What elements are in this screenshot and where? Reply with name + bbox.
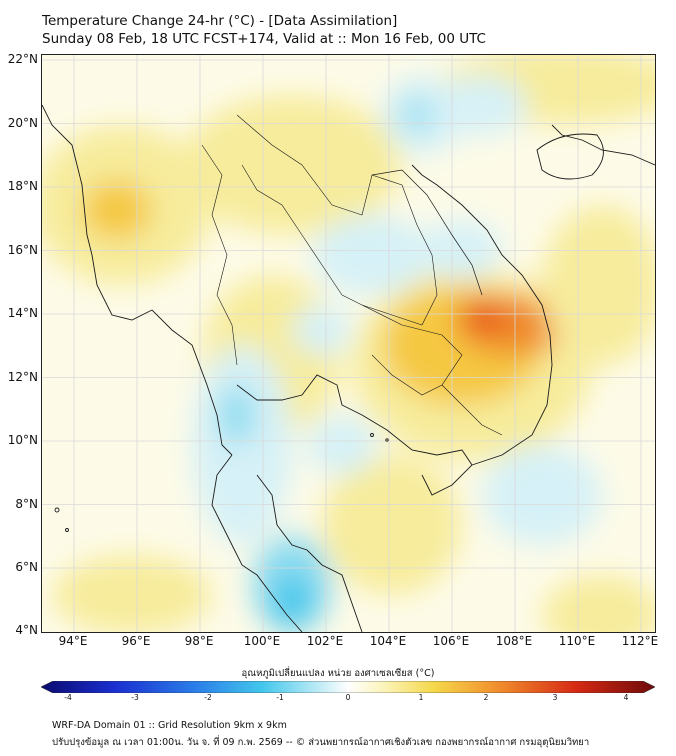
lon-tick: 98°E <box>184 634 214 648</box>
colorbar-tick: 3 <box>552 693 558 702</box>
lon-tick: 100°E <box>243 634 281 648</box>
chart-title: Temperature Change 24-hr (°C) - [Data As… <box>42 12 486 48</box>
title-line-1: Temperature Change 24-hr (°C) - [Data As… <box>42 13 398 29</box>
colorbar-tick: 4 <box>623 693 629 702</box>
lat-tick: 18°N <box>7 179 38 193</box>
footer-domain-info: WRF-DA Domain 01 :: Grid Resolution 9km … <box>52 720 287 731</box>
lon-tick: 104°E <box>369 634 407 648</box>
temperature-map[interactable] <box>41 54 656 633</box>
lon-tick: 102°E <box>306 634 344 648</box>
lon-tick: 108°E <box>495 634 533 648</box>
lat-tick: 4°N <box>15 623 38 637</box>
lon-tick: 112°E <box>621 634 659 648</box>
footer-credits: ปรับปรุงข้อมูล ณ เวลา 01:00น. วัน จ. ที่… <box>52 737 590 748</box>
colorbar-tick: -3 <box>131 693 139 702</box>
lon-tick: 106°E <box>432 634 470 648</box>
colorbar-tick: 0 <box>345 693 351 702</box>
title-line-2: Sunday 08 Feb, 18 UTC FCST+174, Valid at… <box>42 31 486 47</box>
lat-tick: 16°N <box>7 243 38 257</box>
colorbar <box>41 681 655 693</box>
map-canvas <box>42 55 655 632</box>
lat-tick: 6°N <box>15 560 38 574</box>
temperature-field <box>42 55 655 632</box>
colorbar-tick: -2 <box>204 693 212 702</box>
colorbar-label: อุณหภูมิเปลี่ยนแปลง หน่วย องศาเซลเซียส (… <box>241 668 435 679</box>
lat-tick: 14°N <box>7 306 38 320</box>
lat-tick: 10°N <box>7 433 38 447</box>
coastlines <box>42 104 655 632</box>
lat-tick: 12°N <box>7 370 38 384</box>
map-gridlines <box>42 55 655 632</box>
lat-tick: 20°N <box>7 116 38 130</box>
lon-tick: 96°E <box>121 634 151 648</box>
lon-tick: 94°E <box>58 634 88 648</box>
colorbar-tick: -1 <box>276 693 284 702</box>
lon-tick: 110°E <box>558 634 596 648</box>
colorbar-tick: 1 <box>418 693 424 702</box>
lat-tick: 8°N <box>15 497 38 511</box>
colorbar-tick: 2 <box>483 693 489 702</box>
colorbar-tick: -4 <box>64 693 72 702</box>
lat-tick: 22°N <box>7 52 38 66</box>
